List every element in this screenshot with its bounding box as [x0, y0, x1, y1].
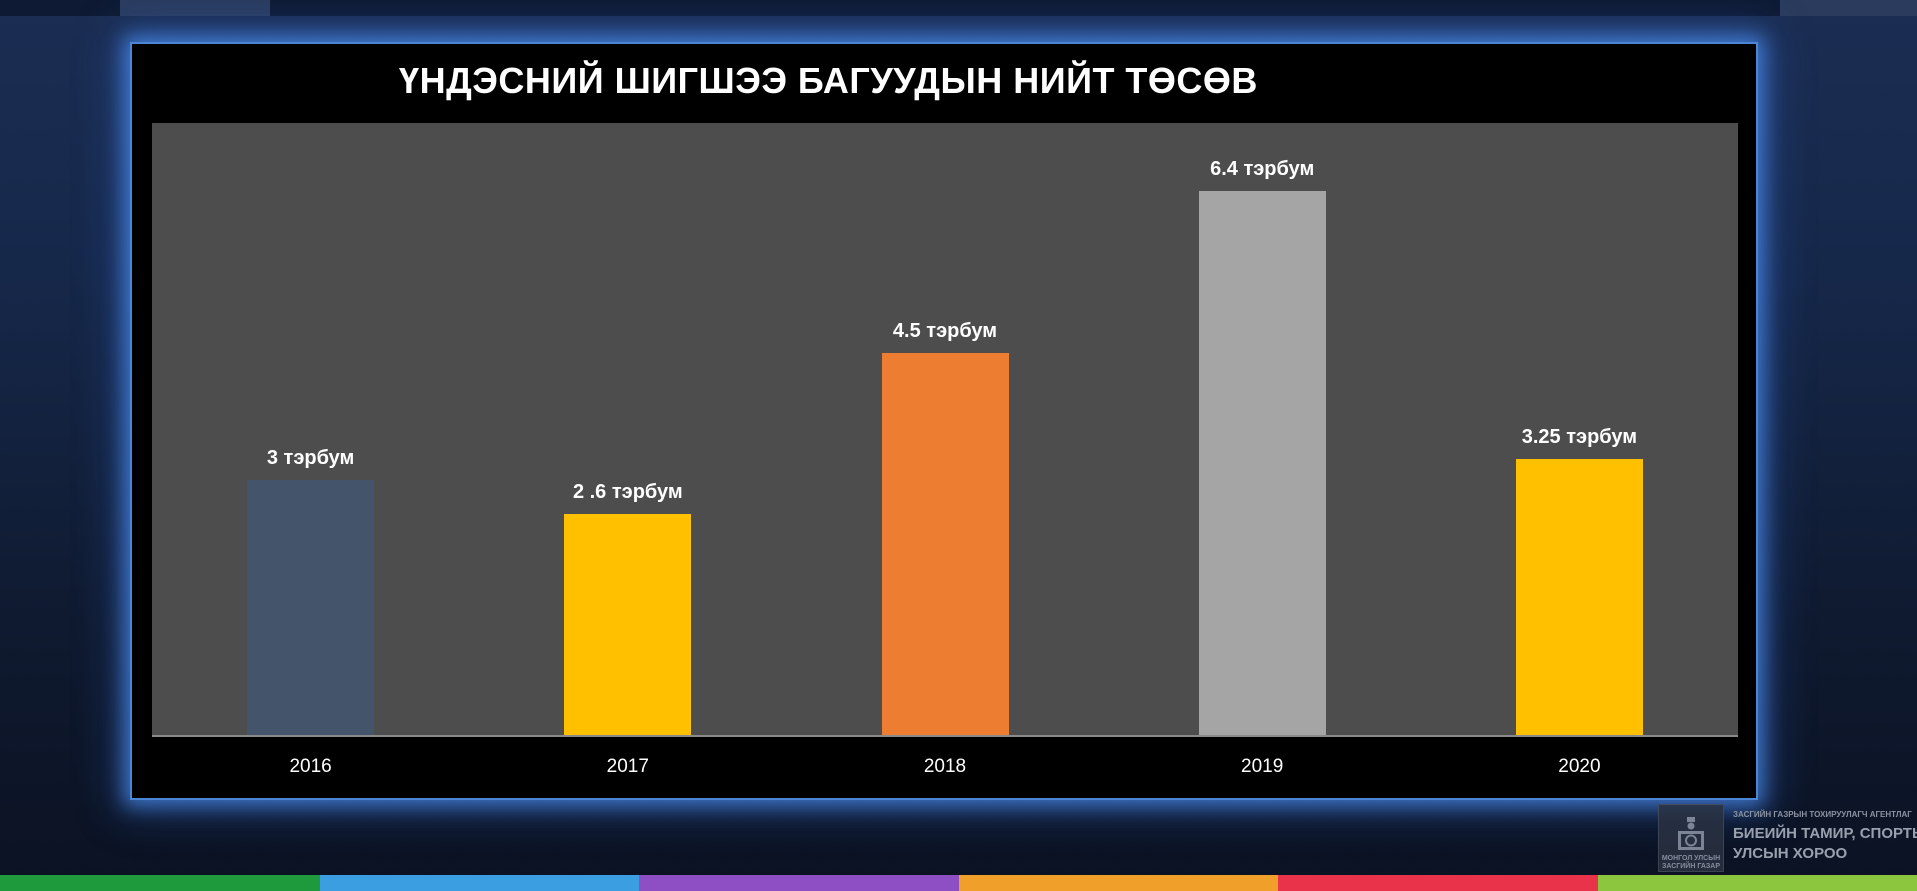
color-stripe-bar: [0, 875, 1917, 891]
data-label-2020: 3.25 тэрбум: [1521, 425, 1638, 448]
bar-2020: [1515, 458, 1643, 735]
top-bar: [0, 0, 1917, 16]
x-tick-label-2016: 2016: [289, 756, 332, 777]
top-tab-right: [1780, 0, 1917, 16]
agency-subtitle: ЗАСГИЙН ГАЗРЫН ТОХИРУУЛАГЧ АГЕНТЛАГ: [1733, 810, 1912, 819]
x-tick-label-2017: 2017: [606, 756, 649, 777]
bar-2016: [247, 480, 375, 735]
bar-2017: [564, 514, 692, 735]
stripe-1: [0, 875, 320, 891]
stripe-3: [639, 875, 959, 891]
chart-title: ҮНДЭСНИЙ ШИГШЭЭ БАГУУДЫН НИЙТ ТӨСӨВ: [399, 60, 1258, 101]
x-tick-label-2020: 2020: [1558, 756, 1601, 777]
stripe-2: [319, 875, 639, 891]
stripe-4: [958, 875, 1278, 891]
bar-2019: [1198, 191, 1326, 735]
government-logo: МОНГОЛ УЛСЫН ЗАСГИЙН ГАЗАР: [1658, 804, 1724, 872]
data-label-2019: 6.4 тэрбум: [1210, 158, 1315, 180]
logo-caption: МОНГОЛ УЛСЫН ЗАСГИЙН ГАЗАР: [1661, 855, 1721, 870]
top-tab-left: [120, 0, 270, 16]
agency-name-line1: БИЕИЙН ТАМИР, СПОРТЫН: [1733, 825, 1917, 842]
x-tick-label-2018: 2018: [923, 756, 967, 777]
x-axis-line: [152, 735, 1738, 737]
data-label-2017: 2 .6 тэрбум: [572, 481, 683, 503]
x-tick-label-2019: 2019: [1241, 756, 1284, 777]
soyombo-emblem-icon: [1678, 817, 1704, 850]
data-label-2016: 3 тэрбум: [266, 447, 355, 469]
stripe-6: [1597, 875, 1917, 891]
bar-2018: [881, 352, 1009, 735]
data-label-2018: 4.5 тэрбум: [892, 319, 998, 342]
agency-name-line2: УЛСЫН ХОРОО: [1733, 845, 1848, 862]
stripe-5: [1278, 875, 1598, 891]
